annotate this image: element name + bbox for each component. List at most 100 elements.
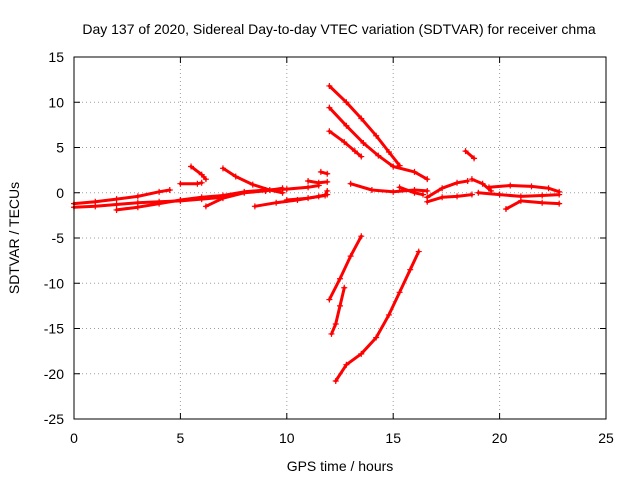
data-point <box>332 377 339 384</box>
series-line <box>189 165 208 181</box>
data-point <box>324 170 331 177</box>
data-point <box>419 191 426 198</box>
data-point <box>375 152 382 159</box>
series-line <box>464 149 476 160</box>
data-point <box>341 139 348 146</box>
x-tick-label: 10 <box>279 430 295 446</box>
x-tick-label: 5 <box>177 430 185 446</box>
data-point <box>390 163 397 170</box>
data-point <box>424 187 431 194</box>
data-point <box>305 195 312 202</box>
data-point <box>279 185 286 192</box>
data-point <box>328 330 335 337</box>
data-point <box>545 185 552 192</box>
data-point <box>343 122 350 129</box>
data-point <box>326 104 333 111</box>
data-point <box>134 204 141 211</box>
series-arc-22 <box>462 148 478 162</box>
data-point <box>337 275 343 282</box>
series-arc-21 <box>424 177 471 201</box>
data-point <box>424 194 431 201</box>
y-tick-label: 15 <box>48 49 64 65</box>
data-point <box>556 191 563 198</box>
data-point <box>528 183 535 190</box>
data-point <box>322 192 329 199</box>
data-point <box>337 302 343 309</box>
data-series <box>71 82 563 384</box>
data-point <box>202 203 209 210</box>
x-tick-label: 25 <box>598 430 614 446</box>
data-point <box>407 266 414 273</box>
series-arc-12 <box>326 82 403 169</box>
data-point <box>156 200 163 207</box>
data-point <box>468 176 475 183</box>
data-point <box>502 206 509 213</box>
data-point <box>373 334 380 341</box>
grid-lines <box>74 57 606 419</box>
data-point <box>241 189 248 196</box>
series-line <box>285 189 329 202</box>
data-point <box>385 311 392 318</box>
data-point <box>315 179 322 186</box>
series-line <box>330 286 346 336</box>
data-point <box>188 163 195 170</box>
data-point <box>454 193 461 200</box>
series-arc-19 <box>332 248 422 384</box>
series-line <box>425 193 474 204</box>
data-point <box>177 180 184 187</box>
series-arc-16 <box>396 184 426 198</box>
series-arc-7 <box>202 185 286 210</box>
data-point <box>219 195 226 202</box>
data-point <box>347 253 354 260</box>
series-line <box>504 199 561 211</box>
data-point <box>166 187 173 194</box>
y-tick-label: 0 <box>56 185 64 201</box>
data-point <box>360 139 367 146</box>
data-point <box>464 177 471 184</box>
series-arc-18 <box>328 284 348 337</box>
data-point <box>454 179 461 186</box>
data-point <box>249 181 256 188</box>
data-point <box>368 187 375 194</box>
data-point <box>396 184 403 191</box>
series-arc-26 <box>502 197 563 213</box>
chart-title: Day 137 of 2020, Sidereal Day-to-day VTE… <box>82 21 595 37</box>
data-point <box>198 194 205 201</box>
data-point <box>92 203 99 210</box>
data-point <box>507 182 514 189</box>
series-arc-17 <box>326 233 365 303</box>
y-axis-label: SDTVAR / TECUs <box>6 182 22 294</box>
y-tick-label: -10 <box>44 275 64 291</box>
data-point <box>539 199 546 206</box>
data-point <box>177 196 184 203</box>
data-point <box>358 153 365 160</box>
data-point <box>415 248 422 255</box>
data-point <box>324 178 331 185</box>
data-point <box>347 180 354 187</box>
y-tick-label: -25 <box>44 411 64 427</box>
series-arc-1 <box>71 187 173 207</box>
y-tick-label: -15 <box>44 321 64 337</box>
data-point <box>424 176 431 183</box>
data-point <box>202 176 209 183</box>
data-point <box>262 187 269 194</box>
data-point <box>358 115 365 122</box>
series-line <box>327 234 363 301</box>
data-point <box>219 165 226 172</box>
y-tick-label: 5 <box>56 140 64 156</box>
series-arc-9 <box>283 187 331 203</box>
data-point <box>341 284 348 291</box>
data-point <box>273 199 280 206</box>
data-point <box>539 192 546 199</box>
data-point <box>283 186 290 193</box>
data-point <box>358 233 365 240</box>
data-point <box>113 201 120 208</box>
data-point <box>556 200 563 207</box>
data-point <box>332 320 339 327</box>
data-point <box>113 196 120 203</box>
data-point <box>351 148 358 155</box>
data-point <box>390 188 397 195</box>
data-point <box>232 173 239 180</box>
series-arc-14 <box>326 128 365 160</box>
